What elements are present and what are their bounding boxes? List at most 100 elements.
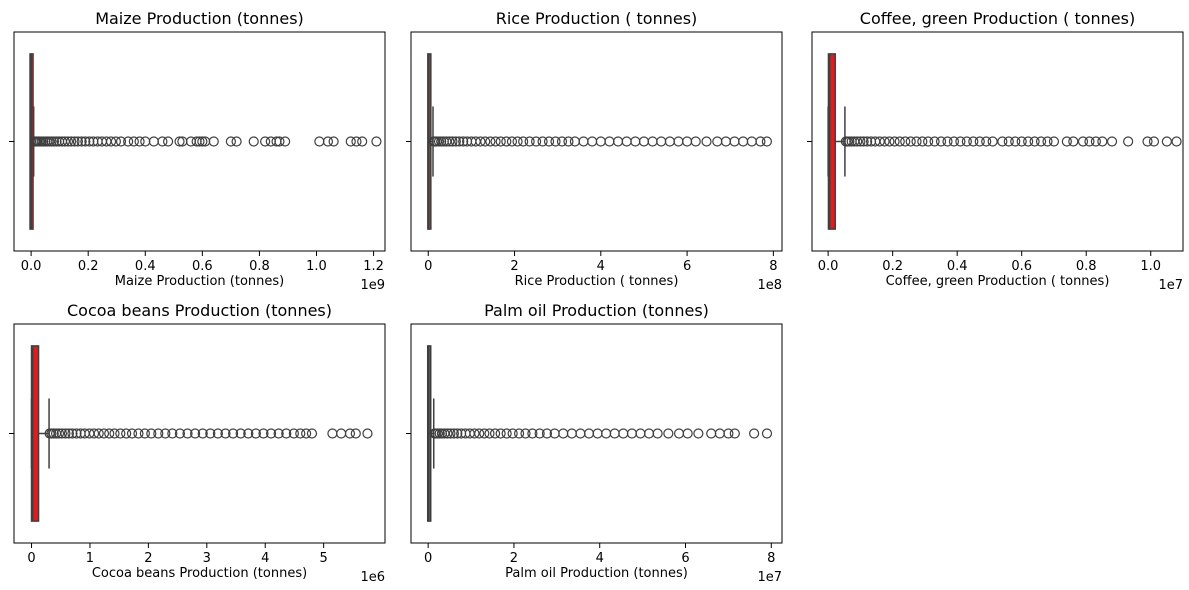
outlier-point	[174, 136, 185, 147]
outlier-point	[738, 136, 749, 147]
x-tick-label: 0.8	[1076, 259, 1097, 274]
outlier-point	[609, 428, 620, 439]
outlier-point	[1035, 136, 1047, 147]
outlier-point	[194, 136, 205, 147]
x-tick-label: 0.6	[192, 259, 213, 274]
outlier-point	[626, 428, 637, 439]
outlier-point	[314, 136, 325, 147]
outlier-point	[260, 136, 271, 147]
outlier-point	[618, 428, 629, 439]
outlier-point	[105, 136, 117, 147]
outlier-point	[1106, 136, 1118, 147]
x-axis-label: Palm oil Production (tonnes)	[505, 566, 688, 581]
outlier-point	[146, 428, 157, 439]
outlier-point	[48, 136, 60, 147]
outlier-point	[258, 428, 269, 439]
outlier-point	[575, 428, 586, 439]
outlier-point	[243, 428, 254, 439]
x-tick-label: 0.0	[818, 259, 839, 274]
outlier-point	[1042, 136, 1053, 147]
outlier-point	[955, 136, 966, 147]
outlier-point	[518, 136, 529, 147]
outlier-point	[601, 428, 612, 439]
outlier-point	[62, 136, 74, 147]
x-tick-label: 4	[596, 551, 604, 566]
outlier-point	[948, 136, 960, 147]
outlier-point	[874, 136, 885, 147]
x-tick-label: 1.0	[1140, 259, 1161, 274]
x-tick-label: 8	[767, 551, 775, 566]
outlier-point	[123, 136, 134, 147]
outlier-point	[879, 136, 890, 147]
outlier-point	[911, 136, 922, 147]
outlier-point	[80, 136, 91, 147]
outlier-point	[1097, 136, 1108, 147]
outlier-point	[673, 136, 684, 147]
outlier-point	[889, 136, 900, 147]
outlier-point	[84, 136, 95, 147]
outlier-point	[327, 428, 338, 439]
outlier-point	[306, 428, 318, 439]
outlier-point	[506, 136, 518, 147]
outlier-point	[495, 428, 506, 439]
panel-title: Cocoa beans Production (tonnes)	[67, 301, 332, 320]
axis-offset-label: 1e7	[1158, 278, 1183, 293]
boxplot-panel: Rice Production ( tonnes) 0 2 4 6 8 Rice Produ…	[406, 9, 783, 293]
x-axis-label: Maize Production (tonnes)	[115, 274, 285, 289]
outlier-point	[701, 136, 712, 147]
outlier-point	[250, 428, 261, 439]
outlier-point	[1068, 136, 1079, 147]
outlier-point	[280, 136, 291, 147]
outlier-point	[288, 428, 299, 439]
outlier-point	[987, 136, 998, 147]
outlier-point	[656, 136, 667, 147]
outlier-point	[612, 136, 624, 147]
x-tick-label: 6	[683, 259, 691, 274]
boxplot-panel: Palm oil Production (tonnes) 0 2 4 6 8 Palm oi…	[406, 301, 783, 585]
outlier-point	[208, 136, 219, 147]
outlier-point	[537, 136, 548, 147]
outlier-point	[128, 136, 139, 147]
outlier-point	[197, 428, 208, 439]
outlier-point	[69, 136, 80, 147]
outlier-point	[167, 428, 178, 439]
outlier-point	[556, 136, 568, 147]
outlier-point	[595, 136, 606, 147]
outlier-point	[900, 136, 911, 147]
outlier-point	[1010, 136, 1021, 147]
outlier-point	[621, 136, 632, 147]
outlier-point	[454, 136, 465, 147]
panel-title: Coffee, green Production ( tonnes)	[860, 9, 1135, 28]
outlier-point	[520, 428, 531, 439]
outlier-point	[541, 428, 553, 439]
outlier-point	[480, 136, 491, 147]
outlier-point	[133, 428, 144, 439]
x-tick-label: 0	[27, 551, 35, 566]
outlier-point	[1061, 136, 1072, 147]
outlier-point	[205, 428, 216, 439]
outlier-point	[923, 136, 934, 147]
x-tick-label: 2	[144, 551, 152, 566]
outlier-point	[140, 136, 151, 147]
outlier-point	[681, 136, 693, 147]
outlier-point	[63, 428, 75, 439]
outlier-point	[484, 428, 495, 439]
outlier-point	[351, 136, 362, 147]
outlier-point	[110, 136, 121, 147]
outlier-point	[630, 136, 641, 147]
outlier-point	[88, 428, 100, 439]
outlier-point	[578, 136, 589, 147]
outlier-point	[720, 136, 732, 147]
outlier-point	[1090, 136, 1101, 147]
outlier-point	[148, 136, 159, 147]
outlier-point	[115, 428, 126, 439]
outlier-point	[98, 428, 110, 439]
outlier-point	[1171, 136, 1182, 147]
outlier-point	[1016, 136, 1027, 147]
outlier-point	[543, 136, 555, 147]
outlier-point	[60, 428, 71, 439]
outlier-point	[534, 428, 545, 439]
outlier-point	[157, 136, 168, 147]
x-tick-label: 6	[681, 551, 689, 566]
x-tick-label: 1.2	[363, 259, 384, 274]
